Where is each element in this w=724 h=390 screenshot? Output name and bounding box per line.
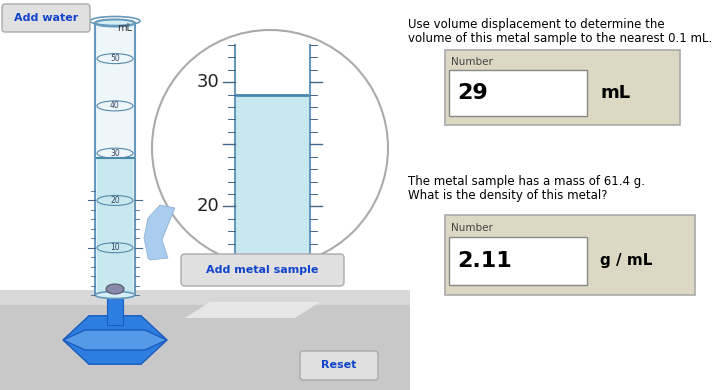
Text: Use volume displacement to determine the: Use volume displacement to determine the (408, 18, 665, 31)
Text: Number: Number (451, 57, 493, 67)
FancyBboxPatch shape (300, 351, 378, 380)
FancyBboxPatch shape (181, 254, 344, 286)
Ellipse shape (106, 291, 124, 299)
Polygon shape (63, 316, 167, 364)
Ellipse shape (106, 284, 124, 294)
Circle shape (152, 30, 388, 266)
Text: The metal sample has a mass of 61.4 g.: The metal sample has a mass of 61.4 g. (408, 175, 645, 188)
Text: 50: 50 (110, 54, 120, 63)
Text: 30: 30 (196, 73, 219, 91)
FancyBboxPatch shape (449, 237, 587, 285)
Text: 30: 30 (110, 149, 120, 158)
Ellipse shape (95, 291, 135, 298)
Text: g / mL: g / mL (600, 254, 652, 268)
Text: 2.11: 2.11 (457, 251, 512, 271)
Polygon shape (0, 290, 410, 305)
Text: 40: 40 (110, 101, 120, 110)
FancyBboxPatch shape (445, 50, 680, 125)
Text: mL: mL (600, 84, 630, 102)
Text: What is the density of this metal?: What is the density of this metal? (408, 189, 607, 202)
Text: Reset: Reset (321, 360, 357, 370)
Polygon shape (107, 295, 123, 325)
Text: 20: 20 (110, 196, 119, 205)
Polygon shape (95, 23, 135, 295)
Text: volume of this metal sample to the nearest 0.1 mL.: volume of this metal sample to the neare… (408, 32, 712, 45)
Text: 29: 29 (457, 83, 488, 103)
Polygon shape (63, 330, 167, 350)
Polygon shape (0, 300, 410, 390)
Polygon shape (236, 95, 309, 256)
Text: Add metal sample: Add metal sample (206, 265, 318, 275)
Text: Add water: Add water (14, 13, 78, 23)
Polygon shape (97, 158, 133, 295)
Polygon shape (144, 205, 175, 260)
FancyBboxPatch shape (449, 70, 587, 116)
Text: mL: mL (117, 23, 132, 33)
FancyBboxPatch shape (445, 215, 695, 295)
Text: 10: 10 (110, 243, 119, 252)
Polygon shape (185, 302, 320, 318)
Text: Number: Number (451, 223, 493, 233)
Text: 20: 20 (196, 197, 219, 215)
Ellipse shape (95, 20, 135, 27)
FancyBboxPatch shape (2, 4, 90, 32)
